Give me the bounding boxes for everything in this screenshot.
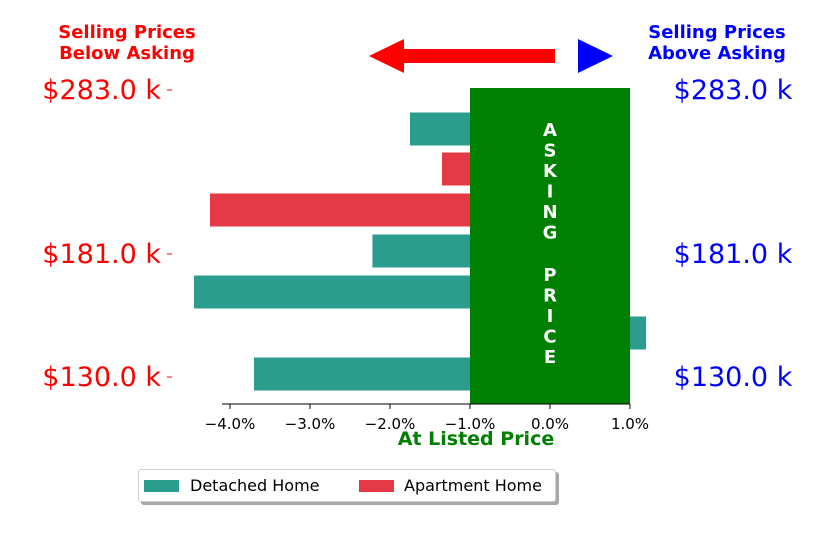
asking-band-letter: A <box>543 120 557 141</box>
asking-band-letter: R <box>543 286 557 307</box>
bar <box>410 112 470 146</box>
asking-band-letter: C <box>543 327 556 348</box>
asking-band-letter: G <box>543 223 558 244</box>
bar <box>372 234 470 268</box>
asking-band-letter: P <box>543 265 556 286</box>
x-tick-label: −3.0% <box>285 415 336 433</box>
x-tick-label: −1.0% <box>445 415 496 433</box>
y-label-left: $130.0 k <box>42 362 161 393</box>
x-tick-label: −4.0% <box>205 415 256 433</box>
asking-band-letter: I <box>547 182 554 203</box>
left-header-line: Selling Prices <box>58 22 195 43</box>
bar <box>194 275 470 309</box>
y-label-right: $181.0 k <box>674 239 793 270</box>
legend: Detached Home Apartment Home <box>138 469 556 502</box>
y-label-left: $181.0 k <box>42 239 161 270</box>
bar <box>210 193 470 227</box>
legend-label-apartment: Apartment Home <box>404 476 542 495</box>
y-label-left: $283.0 k <box>42 75 161 106</box>
bar <box>442 152 470 186</box>
asking-price-band <box>470 88 630 404</box>
asking-band-letter: I <box>547 306 554 327</box>
right-header-line: Selling Prices <box>648 22 785 43</box>
right-arrow-head <box>578 39 613 73</box>
legend-swatch-detached <box>144 480 179 492</box>
legend-label-detached: Detached Home <box>190 476 320 495</box>
right-header-line: Above Asking <box>648 43 786 64</box>
x-tick-label: −2.0% <box>365 415 416 433</box>
left-arrow-head <box>369 39 404 73</box>
legend-swatch-apartment <box>359 480 394 492</box>
left-header-line: Below Asking <box>59 43 195 64</box>
x-tick-label: 0.0% <box>531 415 569 433</box>
asking-band-letter: E <box>544 347 556 368</box>
asking-band-letter: K <box>543 161 558 182</box>
bar <box>254 357 470 391</box>
y-label-right: $283.0 k <box>674 75 793 106</box>
asking-band-letter: N <box>542 202 557 223</box>
x-axis-label: At Listed Price <box>398 428 554 450</box>
y-label-right: $130.0 k <box>674 362 793 393</box>
asking-band-letter: S <box>544 141 557 162</box>
left-arrow-shaft <box>402 49 555 63</box>
x-tick-label: 1.0% <box>611 415 649 433</box>
